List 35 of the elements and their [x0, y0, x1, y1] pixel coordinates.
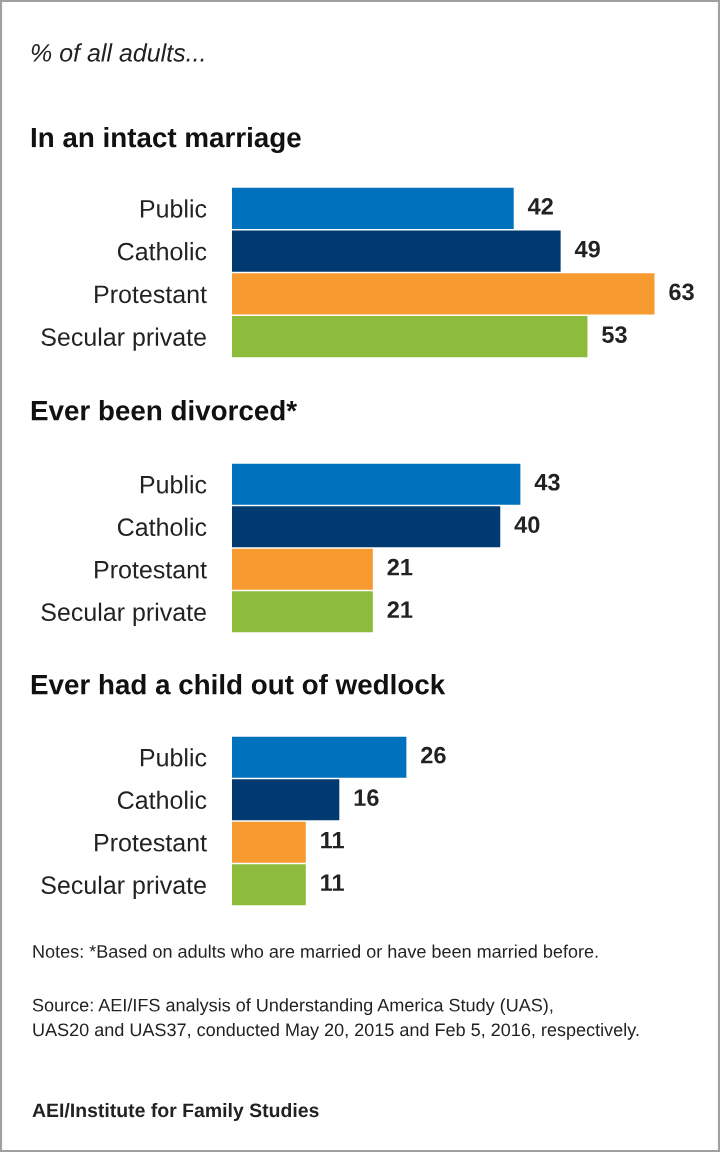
data-label: 16 — [354, 789, 379, 807]
bar — [232, 273, 655, 315]
text: Notes: *Based on adults who are married or have been married before. — [33, 944, 598, 958]
chart-title: Ever been divorced* — [31, 400, 298, 421]
data-label: 21 — [387, 558, 413, 576]
data-label: 63 — [669, 283, 694, 301]
y-tick-label: Public — [140, 748, 207, 767]
y-tick-label: Protestant — [95, 834, 207, 852]
data-label: 49 — [574, 240, 600, 258]
y-tick-label: Secular private — [41, 602, 206, 626]
text: AEI/Institute for Family Studies — [32, 1102, 319, 1122]
y-tick-label: Secular private — [41, 327, 206, 351]
bar — [232, 187, 514, 230]
bar — [232, 315, 588, 358]
bar — [232, 230, 561, 272]
y-tick-label: Public — [140, 199, 207, 218]
chart-title: Ever had a child out of wedlock — [31, 674, 446, 695]
y-tick-label: Protestant — [95, 285, 207, 304]
data-label: 43 — [534, 473, 560, 491]
y-tick-label: Secular private — [41, 875, 206, 899]
y-tick-label: Catholic — [117, 790, 207, 810]
chart-subtitle: % of all adults... — [31, 43, 204, 62]
data-label: 11 — [321, 832, 344, 849]
data-label: 40 — [514, 516, 540, 534]
source-note: Source: AEI/IFS analysis of Understanding America Study (UAS), UAS20 and UAS37, conducted May 20, 2015 and Feb 5, 2016, respectively. — [32, 998, 639, 1040]
y-tick-label: Protestant — [95, 561, 207, 579]
data-label: 26 — [421, 746, 446, 764]
data-label: 53 — [602, 326, 627, 343]
y-tick-label: Public — [140, 475, 207, 494]
y-tick-label: Catholic — [117, 242, 207, 261]
data-label: 11 — [321, 874, 344, 891]
y-tick-label: Catholic — [117, 517, 207, 537]
data-label: 42 — [527, 197, 553, 215]
chart-title: In an intact marriage — [31, 126, 301, 154]
data-label: 21 — [387, 601, 413, 618]
